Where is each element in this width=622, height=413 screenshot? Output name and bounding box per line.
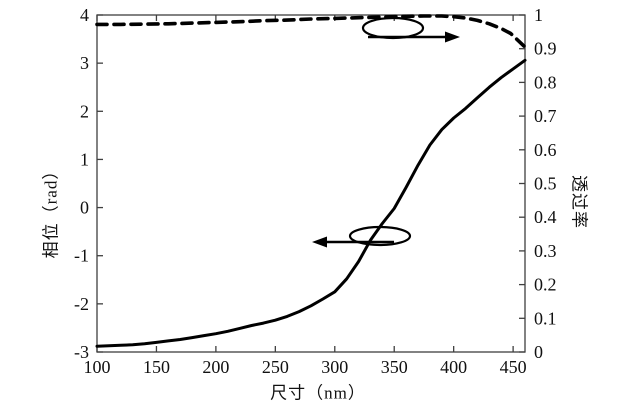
x-tick-label: 400 (440, 357, 467, 377)
y-right-tick-label: 0.7 (534, 106, 557, 126)
x-tick-label: 250 (262, 357, 289, 377)
y-left-tick-label: 0 (80, 198, 89, 218)
y-left-tick-label: -1 (74, 246, 89, 266)
phase-indicator-ellipse (348, 225, 412, 247)
x-tick-label: 300 (321, 357, 348, 377)
transmittance-indicator-arrow-head (445, 31, 460, 43)
x-tick-label: 200 (202, 357, 229, 377)
right-y-axis-label: 透过率 (569, 175, 589, 229)
y-left-tick-label: 1 (80, 149, 89, 169)
y-left-tick-label: 2 (80, 101, 89, 121)
left-y-axis-label: 相位（rad） (41, 161, 61, 259)
y-left-tick-label: -2 (74, 294, 89, 314)
y-right-tick-label: 0.8 (534, 72, 557, 92)
phase-indicator-arrow-head (312, 236, 327, 248)
transmittance-indicator-ellipse (361, 16, 425, 40)
x-axis-label: 尺寸（nm） (270, 383, 366, 403)
x-tick-label: 150 (143, 357, 170, 377)
y-right-tick-label: 0.1 (534, 308, 557, 328)
y-left-tick-label: 4 (80, 5, 89, 25)
phase-curve (95, 58, 527, 348)
transmittance-curve (95, 14, 527, 49)
y-left-tick-label: -3 (74, 342, 89, 362)
y-right-tick-label: 1 (534, 5, 543, 25)
x-tick-label: 450 (500, 357, 527, 377)
y-right-tick-label: 0.3 (534, 241, 557, 261)
y-right-tick-label: 0.6 (534, 140, 557, 160)
y-right-tick-label: 0 (534, 342, 543, 362)
x-tick-label: 350 (381, 357, 408, 377)
y-left-tick-label: 3 (80, 53, 89, 73)
y-right-tick-label: 0.9 (534, 39, 557, 59)
y-right-tick-label: 0.2 (534, 275, 557, 295)
x-tick-label: 100 (84, 357, 111, 377)
plot-border (96, 14, 526, 353)
y-right-tick-label: 0.4 (534, 207, 557, 227)
y-right-tick-label: 0.5 (534, 174, 557, 194)
